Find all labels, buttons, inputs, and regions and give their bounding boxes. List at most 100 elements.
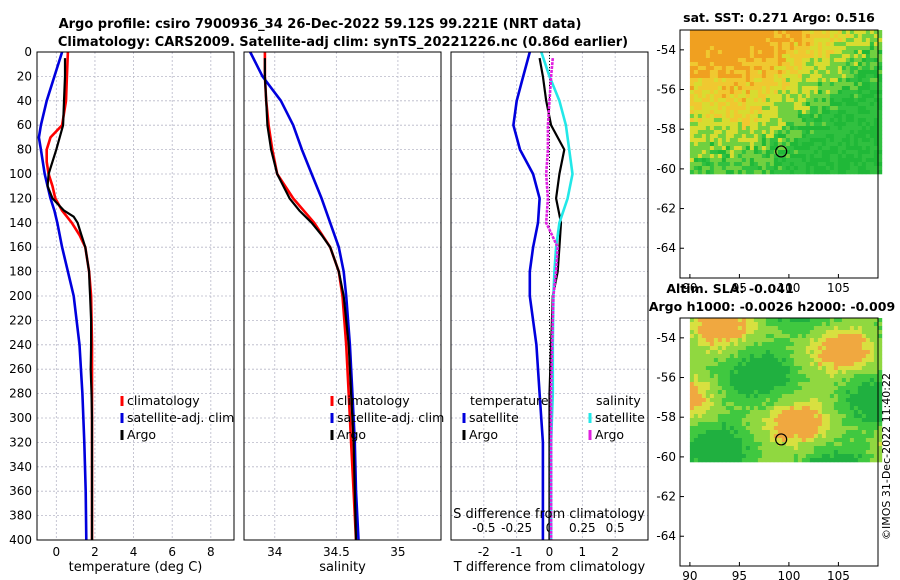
heatmap-cell — [845, 50, 851, 55]
heatmap-cell — [861, 74, 867, 79]
heatmap-cell — [761, 458, 767, 463]
heatmap-cell — [741, 326, 747, 331]
heatmap-cell — [717, 170, 723, 175]
heatmap-cell — [709, 126, 715, 131]
heatmap-cell — [721, 426, 727, 431]
heatmap-cell — [797, 338, 803, 343]
heatmap-cell — [693, 114, 699, 119]
heatmap-cell — [701, 150, 707, 155]
heatmap-cell — [709, 46, 715, 51]
heatmap-cell — [869, 354, 875, 359]
heatmap-cell — [781, 342, 787, 347]
heatmap-cell — [725, 402, 731, 407]
heatmap-cell — [813, 130, 819, 135]
heatmap-cell — [689, 322, 695, 327]
heatmap-cell — [861, 370, 867, 375]
heatmap-cell — [713, 114, 719, 119]
heatmap-cell — [765, 126, 771, 131]
heatmap-cell — [865, 154, 871, 159]
heatmap-cell — [757, 394, 763, 399]
x-tick-label: 34 — [267, 545, 282, 559]
heatmap-cell — [737, 422, 743, 427]
heatmap-cell — [761, 170, 767, 175]
heatmap-cell — [841, 158, 847, 163]
heatmap-cell — [757, 442, 763, 447]
heatmap-cell — [817, 90, 823, 95]
heatmap-cell — [869, 146, 875, 151]
heatmap-cell — [785, 78, 791, 83]
heatmap-cell — [841, 170, 847, 175]
heatmap-cell — [877, 354, 883, 359]
heatmap-cell — [785, 354, 791, 359]
heatmap-cell — [765, 426, 771, 431]
heatmap-cell — [873, 442, 879, 447]
axes-frame — [450, 51, 649, 541]
heatmap-cell — [733, 66, 739, 71]
heatmap-cell — [729, 458, 735, 463]
heatmap-cell — [753, 382, 759, 387]
heatmap-cell — [713, 90, 719, 95]
heatmap-cell — [857, 366, 863, 371]
heatmap-cell — [705, 150, 711, 155]
heatmap-cell — [873, 318, 879, 323]
heatmap-cell — [877, 46, 883, 51]
heatmap-cell — [861, 162, 867, 167]
heatmap-cell — [825, 366, 831, 371]
heatmap-cell — [809, 446, 815, 451]
heatmap-cell — [797, 106, 803, 111]
heatmap-cell — [753, 406, 759, 411]
heatmap-cell — [757, 50, 763, 55]
heatmap-cell — [817, 386, 823, 391]
heatmap-cell — [709, 366, 715, 371]
heatmap-cell — [785, 162, 791, 167]
heatmap-cell — [749, 434, 755, 439]
heatmap-cell — [813, 366, 819, 371]
heatmap-cell — [829, 334, 835, 339]
heatmap-cell — [777, 410, 783, 415]
heatmap-cell — [781, 42, 787, 47]
heatmap-cell — [745, 326, 751, 331]
heatmap-cell — [721, 414, 727, 419]
heatmap-cell — [769, 434, 775, 439]
heatmap-cell — [693, 146, 699, 151]
heatmap-cell — [797, 158, 803, 163]
heatmap-cell — [849, 358, 855, 363]
heatmap-cell — [817, 98, 823, 103]
heatmap-cell — [777, 342, 783, 347]
heatmap-cell — [877, 326, 883, 331]
heatmap-cell — [789, 422, 795, 427]
heatmap-cell — [845, 358, 851, 363]
heatmap-cell — [837, 34, 843, 39]
heatmap-cell — [753, 170, 759, 175]
heatmap-cell — [869, 142, 875, 147]
heatmap-cell — [741, 134, 747, 139]
heatmap-cell — [777, 126, 783, 131]
heatmap-cell — [869, 434, 875, 439]
heatmap-cell — [837, 330, 843, 335]
heatmap-cell — [857, 118, 863, 123]
heatmap-cell — [861, 42, 867, 47]
heatmap-cell — [693, 74, 699, 79]
heatmap-cell — [781, 338, 787, 343]
heatmap-cell — [761, 166, 767, 171]
heatmap-cell — [745, 146, 751, 151]
heatmap-cell — [773, 42, 779, 47]
heatmap-cell — [841, 386, 847, 391]
heatmap-cell — [845, 94, 851, 99]
heatmap-cell — [797, 118, 803, 123]
heatmap-cell — [801, 450, 807, 455]
heatmap-cell — [705, 330, 711, 335]
heatmap-cell — [785, 138, 791, 143]
heatmap-cell — [869, 74, 875, 79]
heatmap-cell — [825, 90, 831, 95]
heatmap-cell — [733, 82, 739, 87]
heatmap-cell — [733, 62, 739, 67]
heatmap-cell — [717, 326, 723, 331]
heatmap-cell — [809, 418, 815, 423]
heatmap-cell — [825, 94, 831, 99]
heatmap-cell — [709, 66, 715, 71]
heatmap-cell — [789, 346, 795, 351]
heatmap-cell — [873, 46, 879, 51]
heatmap-cell — [817, 154, 823, 159]
